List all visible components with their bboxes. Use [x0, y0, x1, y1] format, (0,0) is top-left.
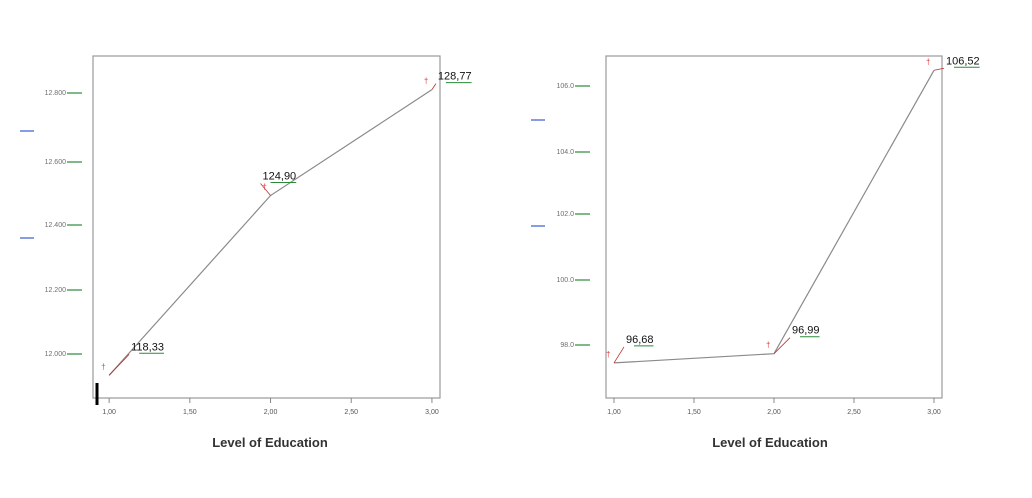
data-point-marker: † — [424, 77, 428, 86]
x-tick-label: 2,00 — [767, 409, 781, 416]
plot-frame-right — [605, 55, 943, 399]
label-leader — [431, 83, 437, 90]
label-leader — [108, 354, 130, 376]
x-axis-label: Level of Education — [712, 435, 828, 450]
label-leader — [933, 67, 945, 71]
x-tick-label: 1,00 — [102, 409, 116, 416]
y-tick-label: 12.000 — [45, 351, 67, 358]
x-tick-label: 1,50 — [687, 409, 701, 416]
y-tick-group-left: 12.000 12.200 12.400 12.600 12.800 — [45, 90, 82, 358]
y-tick-label: 100.0 — [556, 277, 574, 284]
x-tick-label: 2,50 — [847, 409, 861, 416]
y-tick-label: 106.0 — [556, 83, 574, 90]
y-tick-label: 12.200 — [45, 287, 67, 294]
data-point-marker: † — [926, 57, 930, 66]
x-tick-label: 1,00 — [607, 409, 621, 416]
data-point-marker: † — [606, 350, 610, 359]
data-point-marker: † — [263, 183, 267, 192]
x-tick-group-right: 1,00 1,50 2,00 2,50 3,00 — [607, 398, 941, 416]
y-tick-label: 12.800 — [45, 90, 67, 97]
x-tick-label: 3,00 — [425, 409, 439, 416]
series-line — [108, 89, 433, 376]
plot-frame-left — [92, 55, 441, 399]
label-leader — [260, 183, 271, 196]
label-leader — [613, 346, 625, 364]
y-tick-label: 102.0 — [556, 211, 574, 218]
x-tick-label: 3,00 — [927, 409, 941, 416]
y-tick-group-right: 98.0 100.0 102.0 104.0 106.0 — [556, 83, 590, 349]
x-tick-label: 2,50 — [344, 409, 358, 416]
series-left: †118,33†124,90† 128,77 — [101, 71, 472, 376]
data-label: 96,68 — [626, 334, 654, 346]
y-tick-label: 98.0 — [560, 342, 574, 349]
x-tick-label: 2,00 — [264, 409, 278, 416]
data-point-marker: † — [766, 341, 770, 350]
x-tick-label: 1,50 — [183, 409, 197, 416]
data-label: 96,99 — [792, 325, 820, 337]
data-label: 124,90 — [263, 171, 297, 183]
label-leader — [773, 337, 791, 354]
y-tick-label: 12.600 — [45, 159, 67, 166]
chart-left: 12.000 12.200 12.400 12.600 12.800 1,00 1,50 2… — [20, 55, 472, 450]
data-point-marker: † — [101, 362, 105, 371]
chart-right: 98.0 100.0 102.0 104.0 106.0 1,00 1,50 2,00 2,5… — [531, 55, 980, 450]
data-label: 128,77 — [438, 71, 472, 83]
y-tick-label: 104.0 — [556, 149, 574, 156]
x-axis-label: Level of Education — [212, 435, 328, 450]
data-label: 118,33 — [131, 341, 164, 353]
series-right: † 96,68 † 96,99 † 106,52 — [606, 55, 980, 364]
y-tick-label: 12.400 — [45, 222, 67, 229]
data-label: 106,52 — [946, 55, 980, 67]
x-tick-group-left: 1,00 1,50 2,00 2,50 3,00 — [102, 398, 439, 416]
series-line — [613, 69, 935, 364]
